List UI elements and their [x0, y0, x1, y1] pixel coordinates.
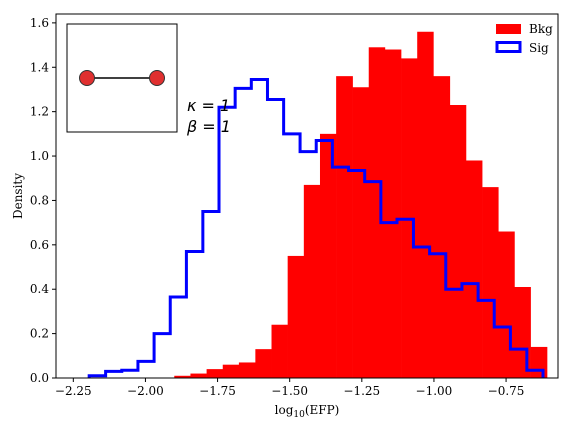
- bkg-bar: [353, 87, 369, 378]
- x-tick-label: −1.25: [343, 384, 380, 398]
- y-tick-label: 0.8: [30, 193, 49, 207]
- y-tick-label: 1.4: [30, 60, 49, 74]
- bkg-bar: [369, 47, 385, 378]
- bkg-bar: [336, 76, 353, 378]
- bkg-bar: [498, 232, 514, 378]
- bkg-bar: [304, 185, 320, 378]
- y-tick-label: 1.2: [30, 105, 49, 119]
- x-tick-label: −2.25: [55, 384, 92, 398]
- legend: Bkg Sig: [496, 22, 553, 55]
- inset-node: [150, 71, 165, 86]
- bkg-series: [174, 32, 547, 378]
- x-tick-label: −1.75: [199, 384, 236, 398]
- legend-label-bkg: Bkg: [529, 22, 553, 36]
- y-tick-label: 1.0: [30, 149, 49, 163]
- bkg-bar: [531, 347, 548, 378]
- bkg-bar: [466, 160, 482, 378]
- bkg-bar: [288, 256, 304, 378]
- bkg-bar: [433, 76, 450, 378]
- x-tick-label: −2.00: [127, 384, 164, 398]
- x-tick-label: −1.50: [271, 384, 308, 398]
- y-tick-label: 1.6: [30, 16, 49, 30]
- x-axis: −2.25 −2.00 −1.75 −1.50 −1.25 −1.00 −0.75: [55, 378, 525, 398]
- bkg-bar: [450, 105, 466, 378]
- y-tick-label: 0.4: [30, 282, 49, 296]
- efp-graph-inset: [67, 24, 177, 132]
- x-tick-label: −1.00: [416, 384, 453, 398]
- y-axis-label: Density: [11, 173, 25, 219]
- bkg-bar: [417, 32, 433, 378]
- bkg-bar: [239, 362, 256, 378]
- bkg-bar: [223, 365, 239, 378]
- bkg-bar: [207, 369, 223, 378]
- bkg-bar: [255, 349, 271, 378]
- legend-label-sig: Sig: [529, 41, 549, 55]
- bkg-bar: [272, 325, 288, 378]
- bkg-bar: [190, 374, 206, 378]
- x-tick-label: −0.75: [488, 384, 525, 398]
- y-tick-label: 0.6: [30, 238, 49, 252]
- legend-swatch-sig: [497, 43, 520, 52]
- bkg-bar: [482, 187, 498, 378]
- y-tick-label: 0.0: [30, 371, 49, 385]
- bkg-bar: [385, 50, 401, 378]
- bkg-bar: [514, 287, 530, 378]
- y-axis: 0.0 0.2 0.4 0.6 0.8 1.0 1.2 1.4 1.6: [30, 16, 56, 385]
- inset-node: [80, 71, 95, 86]
- bkg-bar: [320, 134, 336, 378]
- legend-swatch-bkg: [496, 24, 521, 34]
- x-axis-label: log10(EFP): [275, 403, 340, 420]
- y-tick-label: 0.2: [30, 327, 49, 341]
- beta-annotation: β = 1: [186, 117, 231, 136]
- kappa-annotation: κ = 1: [187, 96, 230, 115]
